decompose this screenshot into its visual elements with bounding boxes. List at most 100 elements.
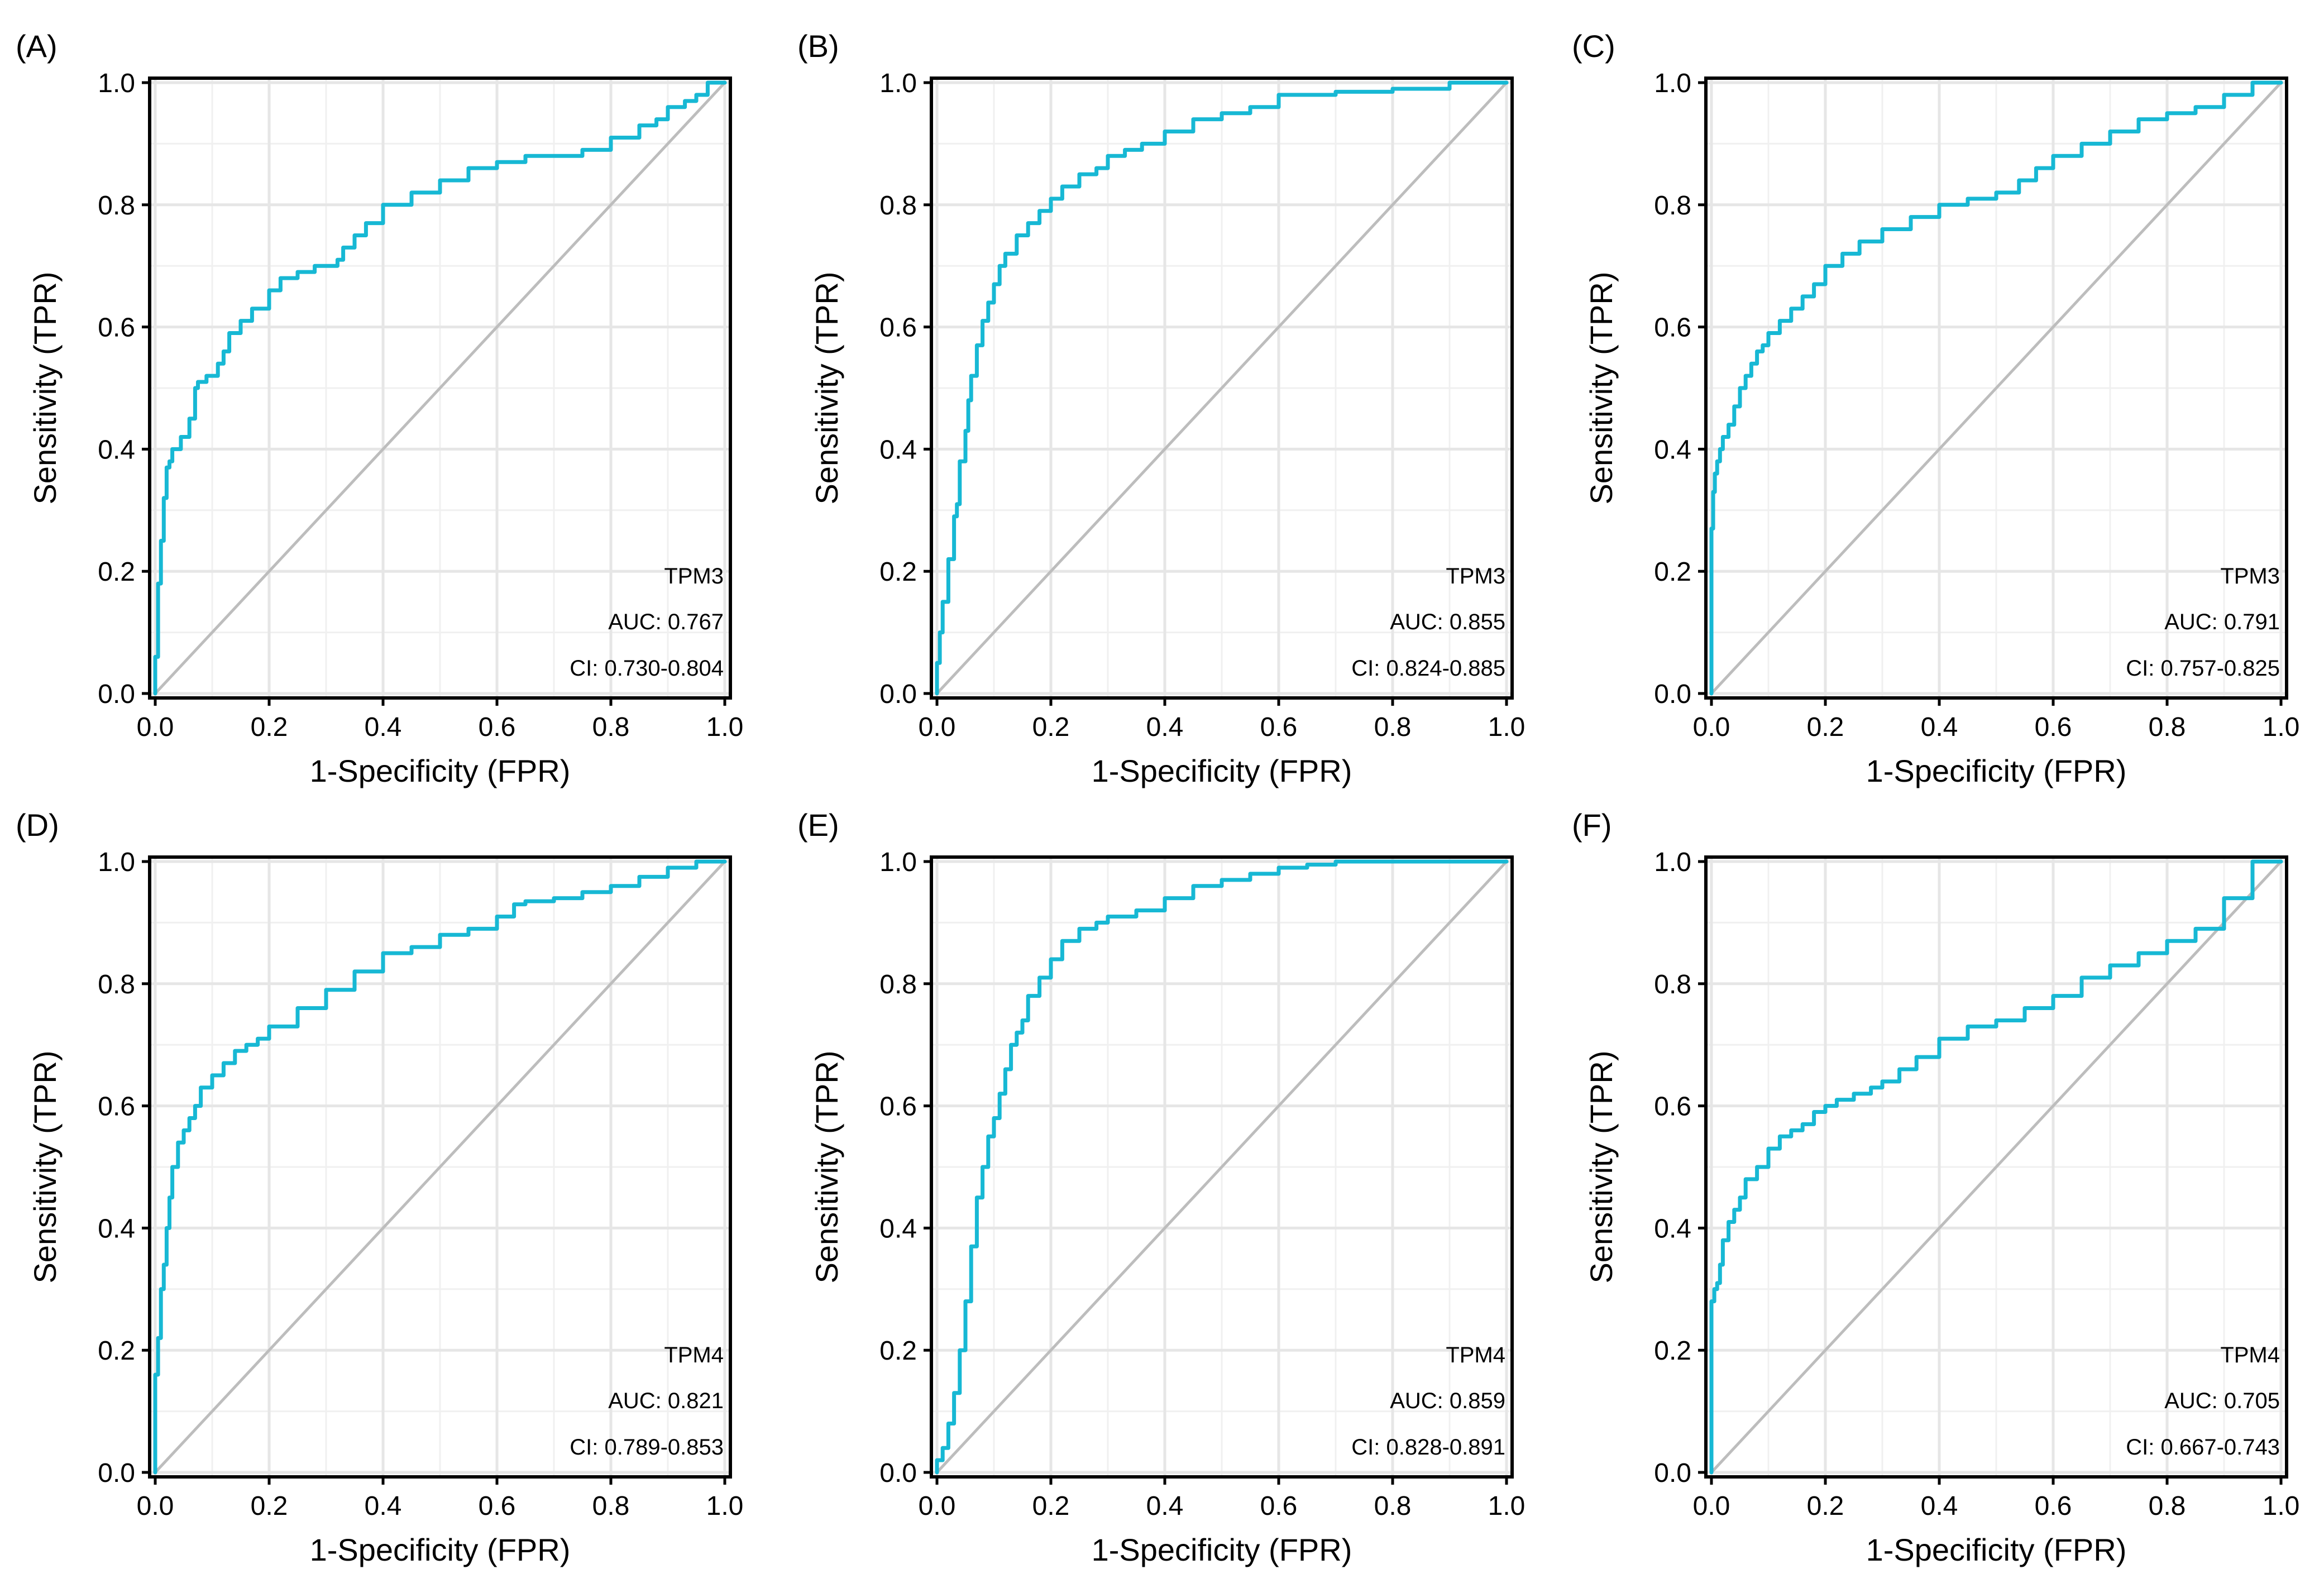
panel-label: (E) (797, 807, 839, 843)
x-tick-label: 0.8 (1374, 712, 1412, 742)
y-axis-title: Sensitivity (TPR) (27, 272, 63, 505)
roc-ci-label: CI: 0.824-0.885 (1351, 656, 1505, 681)
y-tick-label: 0.2 (879, 1336, 917, 1366)
x-tick-label: 1.0 (706, 1491, 744, 1521)
roc-panel-c: 0.0 0.2 0.4 0.6 0.8 1.0 0.0 0.2 0.4 0.6 0.8 1.0 1-Sp… (1572, 28, 2299, 788)
roc-curve (153, 859, 727, 1475)
x-tick-label: 0.4 (1146, 1491, 1184, 1521)
x-axis-title: 1-Specificity (FPR) (310, 753, 571, 788)
x-tick-label: 1.0 (1488, 1491, 1526, 1521)
y-tick-label: 0.6 (1654, 313, 1691, 343)
x-tick-label: 1.0 (706, 712, 744, 742)
x-tick-label: 0.2 (1032, 1491, 1070, 1521)
y-tick-label: 0.2 (98, 1336, 135, 1366)
y-tick-label: 0.8 (879, 970, 917, 999)
y-tick-label: 0.0 (1654, 680, 1691, 709)
x-tick-label: 1.0 (2263, 1491, 2300, 1521)
y-tick-label: 0.4 (879, 435, 917, 465)
roc-auc-label: AUC: 0.855 (1390, 610, 1505, 634)
y-tick-label: 0.4 (1654, 1214, 1691, 1243)
roc-panel-e: 0.0 0.2 0.4 0.6 0.8 1.0 0.0 0.2 0.4 0.6 0.8 1.0 1-Sp… (797, 807, 1525, 1567)
y-tick-label: 0.2 (1654, 1336, 1691, 1366)
x-tick-label: 0.0 (919, 1491, 956, 1521)
y-tick-label: 0.2 (98, 557, 135, 587)
reference-diagonal (154, 860, 726, 1474)
roc-curve (935, 80, 1509, 696)
x-tick-label: 0.8 (592, 1491, 630, 1521)
x-tick-label: 0.2 (251, 1491, 288, 1521)
x-tick-label: 0.8 (592, 712, 630, 742)
y-tick-label: 1.0 (98, 848, 135, 877)
y-tick-label: 0.8 (1654, 970, 1691, 999)
roc-ci-label: CI: 0.667-0.743 (2126, 1435, 2280, 1460)
roc-ci-label: CI: 0.757-0.825 (2126, 656, 2280, 681)
roc-ci-label: CI: 0.730-0.804 (570, 656, 724, 681)
roc-curve (1709, 859, 2283, 1475)
roc-ci-label: CI: 0.789-0.853 (570, 1435, 724, 1460)
x-tick-label: 0.8 (2149, 712, 2186, 742)
x-tick-label: 0.2 (251, 712, 288, 742)
y-axis-title: Sensitivity (TPR) (1584, 272, 1619, 505)
y-axis-title: Sensitivity (TPR) (27, 1051, 63, 1284)
x-tick-label: 0.4 (1146, 712, 1184, 742)
y-tick-label: 0.6 (1654, 1092, 1691, 1122)
y-tick-label: 0.8 (1654, 191, 1691, 221)
x-tick-label: 0.2 (1807, 1491, 1844, 1521)
y-tick-label: 0.8 (98, 191, 135, 221)
y-tick-label: 1.0 (879, 69, 917, 98)
panel-label: (F) (1572, 807, 1612, 843)
y-tick-label: 1.0 (879, 848, 917, 877)
x-axis-title: 1-Specificity (FPR) (1866, 1532, 2127, 1567)
x-tick-label: 0.6 (2035, 1491, 2072, 1521)
x-axis-title: 1-Specificity (FPR) (310, 1532, 571, 1567)
x-tick-label: 0.2 (1807, 712, 1844, 742)
plot-frame (148, 855, 732, 1479)
y-tick-label: 0.4 (879, 1214, 917, 1243)
x-tick-label: 0.8 (1374, 1491, 1412, 1521)
plot-frame (1704, 76, 2288, 700)
y-tick-label: 1.0 (98, 69, 135, 98)
x-tick-label: 1.0 (1488, 712, 1526, 742)
x-tick-label: 0.0 (1693, 712, 1730, 742)
x-tick-label: 0.2 (1032, 712, 1070, 742)
roc-ci-label: CI: 0.828-0.891 (1351, 1435, 1505, 1460)
y-tick-label: 0.8 (98, 970, 135, 999)
y-tick-label: 0.6 (879, 313, 917, 343)
x-tick-label: 0.6 (1260, 1491, 1298, 1521)
roc-gene-label: TPM3 (664, 564, 724, 589)
roc-curve (935, 859, 1509, 1475)
panel-label: (D) (16, 807, 59, 843)
x-axis-title: 1-Specificity (FPR) (1092, 753, 1352, 788)
x-tick-label: 0.4 (365, 1491, 402, 1521)
roc-curve (1709, 80, 2283, 696)
roc-auc-label: AUC: 0.767 (608, 610, 724, 634)
x-tick-label: 0.0 (1693, 1491, 1730, 1521)
y-tick-label: 0.6 (879, 1092, 917, 1122)
roc-panel-b: 0.0 0.2 0.4 0.6 0.8 1.0 0.0 0.2 0.4 0.6 0.8 1.0 1-Sp… (797, 28, 1525, 788)
roc-gene-label: TPM4 (664, 1343, 724, 1367)
roc-panel-a: 0.0 0.2 0.4 0.6 0.8 1.0 0.0 0.2 0.4 0.6 0.8 1.0 1-Sp… (16, 28, 743, 788)
plot-frame (930, 76, 1514, 700)
y-axis-title: Sensitivity (TPR) (809, 272, 844, 505)
x-tick-label: 0.6 (479, 712, 516, 742)
y-tick-label: 0.0 (1654, 1458, 1691, 1488)
y-tick-label: 0.4 (1654, 435, 1691, 465)
y-tick-label: 1.0 (1654, 69, 1691, 98)
panel-label: (B) (797, 28, 839, 64)
y-tick-label: 0.0 (98, 680, 135, 709)
panel-label: (C) (1572, 28, 1615, 64)
roc-panel-f: 0.0 0.2 0.4 0.6 0.8 1.0 0.0 0.2 0.4 0.6 0.8 1.0 1-Sp… (1572, 807, 2299, 1567)
x-tick-label: 0.6 (1260, 712, 1298, 742)
x-tick-label: 0.0 (137, 712, 174, 742)
roc-gene-label: TPM4 (2220, 1343, 2280, 1367)
reference-diagonal (1710, 82, 2282, 695)
plot-frame (1704, 855, 2288, 1479)
x-tick-label: 0.0 (137, 1491, 174, 1521)
reference-diagonal (154, 82, 726, 695)
x-tick-label: 0.8 (2149, 1491, 2186, 1521)
roc-auc-label: AUC: 0.859 (1390, 1389, 1505, 1413)
y-axis-title: Sensitivity (TPR) (1584, 1051, 1619, 1284)
y-tick-label: 0.4 (98, 1214, 135, 1243)
y-tick-label: 0.0 (879, 1458, 917, 1488)
